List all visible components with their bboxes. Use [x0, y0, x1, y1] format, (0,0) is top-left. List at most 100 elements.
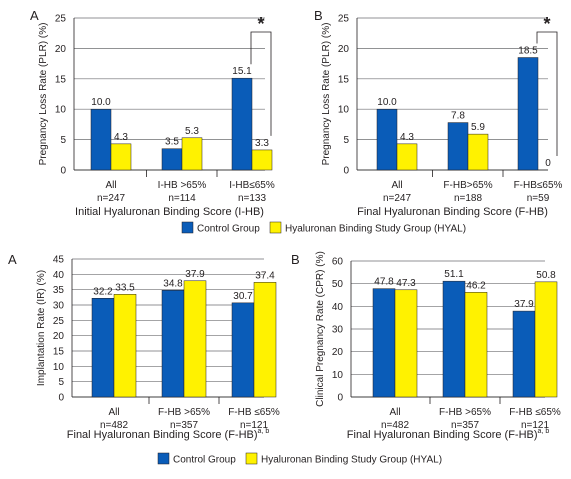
data-label: 3.5 [165, 137, 179, 148]
chart-panel-3: A 0 5 10 15 20 25 30 35 40 45 Implantation Rate (IR… [8, 252, 280, 441]
category-n-label: n=357 [170, 420, 199, 431]
y-tick-label: 60 [332, 257, 344, 268]
data-label: 0 [545, 158, 551, 169]
chart-panel-1: A 0 5 10 15 20 25 Pregnancy Loss Rate (PLR) (%)… [30, 8, 275, 218]
data-label: 30.7 [233, 291, 253, 302]
category-n-label: n=482 [100, 420, 129, 431]
x-axis-label-superscript: a, b [258, 428, 270, 435]
y-tick-label: 0 [58, 393, 64, 404]
y-tick-label: 15 [53, 347, 65, 358]
bar-control [90, 108, 112, 171]
chart-panel-2: B 0 5 10 15 20 25 Pregnancy Loss Rate (PLR) (%)… [314, 8, 563, 218]
data-label: 4.3 [114, 132, 128, 143]
y-tick-label: 10 [332, 370, 344, 381]
category-n-label: n=59 [527, 193, 550, 204]
data-label: 10.0 [377, 97, 397, 108]
y-tick-label: 20 [332, 347, 344, 358]
category-n-label: n=188 [454, 193, 483, 204]
category-n-label: n=357 [451, 420, 480, 431]
legend-label: Hyaluronan Binding Study Group (HYAL) [261, 455, 442, 466]
category-label: I-HB >65% [158, 180, 207, 191]
x-axis-label: Initial Hyaluronan Binding Score (I-HB) [75, 206, 264, 218]
category-label: All [105, 180, 116, 191]
panel-letter: A [8, 252, 17, 267]
data-label: 15.1 [232, 66, 252, 77]
category-label: All [391, 180, 402, 191]
legend-swatch-control [157, 452, 170, 465]
bar-control [161, 290, 185, 398]
bar-control [517, 57, 539, 171]
bar-control [231, 302, 255, 398]
data-label: 51.1 [444, 269, 464, 280]
y-tick-label: 25 [53, 316, 65, 327]
y-tick-label: 0 [343, 166, 349, 177]
y-tick-label: 10 [338, 105, 350, 116]
y-tick-label: 35 [53, 285, 65, 296]
data-label: 46.2 [466, 280, 486, 291]
y-tick-label: 0 [60, 166, 66, 177]
category-n-label: n=121 [521, 420, 550, 431]
bar-hyal [181, 137, 203, 171]
data-label: 37.4 [255, 270, 275, 281]
category-n-label: n=247 [383, 193, 412, 204]
legend-swatch-hyal [269, 221, 282, 234]
y-axis-label: Pregnancy Loss Rate (PLR) (%) [321, 23, 332, 166]
y-tick-label: 5 [58, 377, 64, 388]
x-axis-label: Final Hyaluronan Binding Score (F-HB)a, … [347, 428, 550, 441]
data-label: 47.8 [374, 277, 394, 288]
legends: Control Group Hyaluronan Binding Study Gr… [157, 221, 466, 466]
significance-marker: * [543, 14, 550, 34]
data-label: 10.0 [91, 97, 111, 108]
bar-control [231, 77, 253, 171]
x-axis-label: Final Hyaluronan Binding Score (F-HB)a, … [67, 428, 270, 441]
y-tick-label: 20 [53, 331, 65, 342]
y-tick-label: 5 [60, 135, 66, 146]
bar-control [161, 148, 183, 171]
data-label: 33.5 [115, 282, 135, 293]
bar-hyal [467, 133, 489, 171]
y-tick-label: 40 [332, 302, 344, 313]
data-label: 3.3 [255, 138, 269, 149]
bar-hyal [110, 143, 132, 171]
y-tick-label: 0 [337, 393, 343, 404]
y-tick-label: 25 [338, 14, 350, 25]
y-tick-label: 20 [338, 44, 350, 55]
bar-hyal [464, 292, 488, 398]
significance-bracket [536, 31, 558, 156]
legend-label: Hyaluronan Binding Study Group (HYAL) [285, 224, 466, 235]
y-tick-label: 5 [343, 135, 349, 146]
y-tick-label: 50 [332, 279, 344, 290]
bar-control [91, 298, 115, 398]
bar-hyal [183, 280, 207, 398]
chart-panel-4: B 0 10 20 30 40 50 60 Clinical Pregnancy Rate (C… [291, 251, 561, 441]
category-label: I-HB≤65% [229, 180, 275, 191]
y-axis-label: Clinical Pregnancy Rate (CPR) (%) [315, 251, 326, 407]
x-axis-label-superscript: a, b [538, 428, 550, 435]
significance-bracket [250, 31, 272, 136]
significance-marker: * [257, 14, 264, 34]
panel-letter: B [314, 8, 323, 23]
data-label: 18.5 [518, 46, 538, 57]
category-n-label: n=247 [97, 193, 126, 204]
legend-1: Control Group Hyaluronan Binding Study Gr… [181, 221, 466, 235]
panel-letter: B [291, 252, 300, 267]
y-tick-label: 15 [55, 74, 67, 85]
data-label: 5.9 [471, 122, 485, 133]
category-label: All [108, 407, 119, 418]
data-label: 5.3 [185, 126, 199, 137]
y-tick-label: 20 [55, 44, 67, 55]
y-tick-label: 40 [53, 270, 65, 281]
category-label: F-HB >65% [439, 407, 491, 418]
y-tick-label: 30 [332, 325, 344, 336]
category-label: F-HB ≤65% [228, 407, 280, 418]
y-tick-label: 10 [53, 362, 65, 373]
bar-hyal [396, 143, 418, 171]
bar-hyal [251, 149, 273, 171]
category-label: F-HB>65% [443, 180, 492, 191]
y-tick-label: 45 [53, 255, 65, 266]
y-tick-label: 30 [53, 301, 65, 312]
bar-hyal [113, 294, 137, 398]
category-label: F-HB≤65% [514, 180, 563, 191]
category-n-label: n=133 [238, 193, 267, 204]
bar-control [372, 288, 396, 398]
